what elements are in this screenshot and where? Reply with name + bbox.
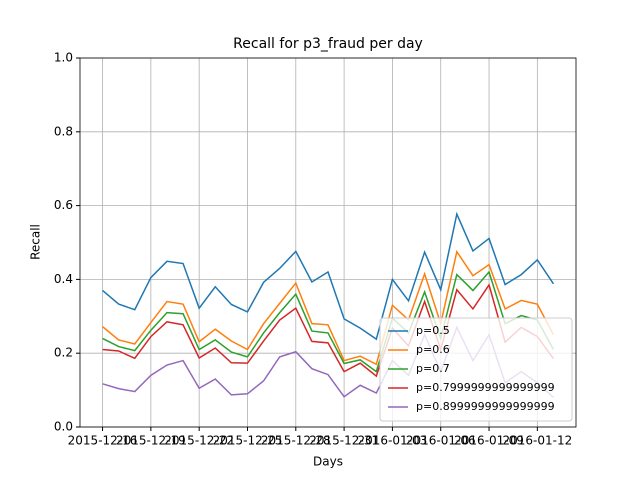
y-tick-label: 1.0 <box>54 51 73 65</box>
legend-label: p=0.6 <box>416 343 450 356</box>
x-tick-label: 2015-12-28 <box>261 434 331 448</box>
x-tick-label: 2015-12-22 <box>164 434 234 448</box>
line <box>102 211 555 341</box>
x-tick-label: 2016-01-06 <box>406 434 476 448</box>
axes-frame <box>79 57 577 428</box>
x-tick-label: 2015-12-25 <box>213 434 283 448</box>
x-tick-label: 2016-01-12 <box>502 434 572 448</box>
chart-title: Recall for p3_fraud per day <box>233 36 423 52</box>
legend-label: p=0.5 <box>416 324 450 337</box>
line <box>102 283 555 378</box>
y-tick-label: 0.2 <box>54 346 73 360</box>
line <box>102 270 555 373</box>
x-tick-label: 2015-12-19 <box>116 434 186 448</box>
y-tick-label: 0.8 <box>54 124 73 138</box>
x-tick-label: 2016-01-03 <box>358 434 428 448</box>
legend-label: p=0.8999999999999999 <box>416 400 555 413</box>
x-tick-label: 2015-12-16 <box>68 434 138 448</box>
x-tick-label: 2015-12-31 <box>309 434 379 448</box>
legend: p=0.5 p=0.6 p=0.7 p=0.7999999999999999 p=0.8… <box>379 317 573 422</box>
legend-label: p=0.7999999999999999 <box>416 381 555 394</box>
legend-box <box>379 317 573 422</box>
y-tick-label: 0.0 <box>54 420 73 434</box>
x-axis-label: Days <box>313 455 343 469</box>
legend-label: p=0.7 <box>416 362 450 375</box>
y-tick-label: 0.4 <box>54 272 73 286</box>
x-tick-label: 2016-01-09 <box>454 434 524 448</box>
line <box>102 249 555 366</box>
y-tick-label: 0.6 <box>54 198 73 212</box>
y-axis-label: Recall <box>29 224 43 260</box>
